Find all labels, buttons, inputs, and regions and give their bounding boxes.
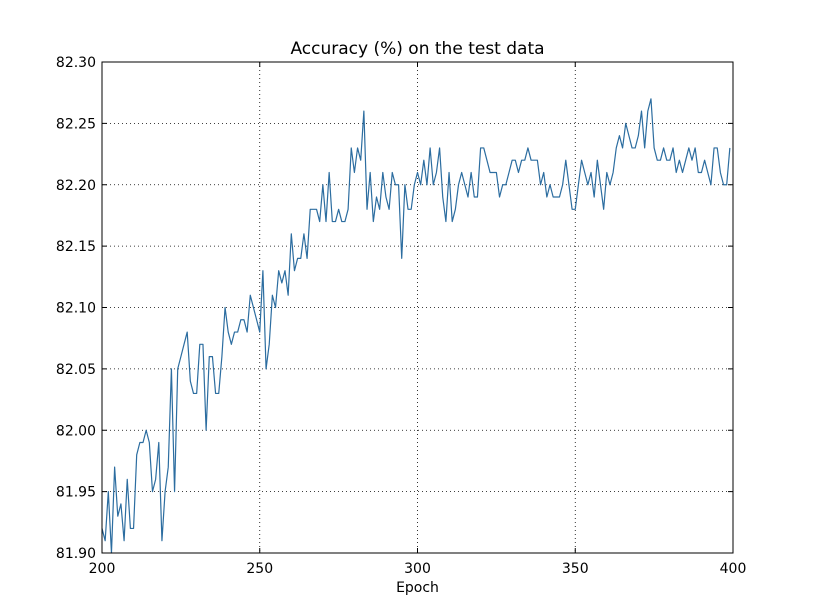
y-tick-label: 82.15 bbox=[56, 239, 96, 255]
series-line bbox=[101, 98, 731, 554]
x-axis-title: Epoch bbox=[396, 580, 439, 596]
y-tick-label: 82.20 bbox=[56, 178, 96, 194]
x-tick-label: 200 bbox=[89, 561, 116, 577]
x-tick-label: 400 bbox=[720, 561, 747, 577]
y-tick-label: 82.25 bbox=[56, 116, 96, 132]
y-tick-label: 82.00 bbox=[56, 423, 96, 439]
x-tick-label: 250 bbox=[246, 561, 273, 577]
ticks: 200 250 300 350 400 81.90 81.95 82.00 82.05 82.10… bbox=[56, 55, 746, 577]
chart-title: Accuracy (%) on the test data bbox=[290, 39, 544, 59]
y-tick-label: 82.10 bbox=[56, 301, 96, 317]
y-tick-label: 81.90 bbox=[56, 546, 96, 562]
y-tick-label: 82.05 bbox=[56, 362, 96, 378]
series-layer bbox=[101, 98, 731, 554]
x-tick-label: 350 bbox=[562, 561, 589, 577]
y-tick-label: 82.30 bbox=[56, 55, 96, 71]
x-tick-label: 300 bbox=[404, 561, 431, 577]
y-tick-label: 81.95 bbox=[56, 485, 96, 501]
